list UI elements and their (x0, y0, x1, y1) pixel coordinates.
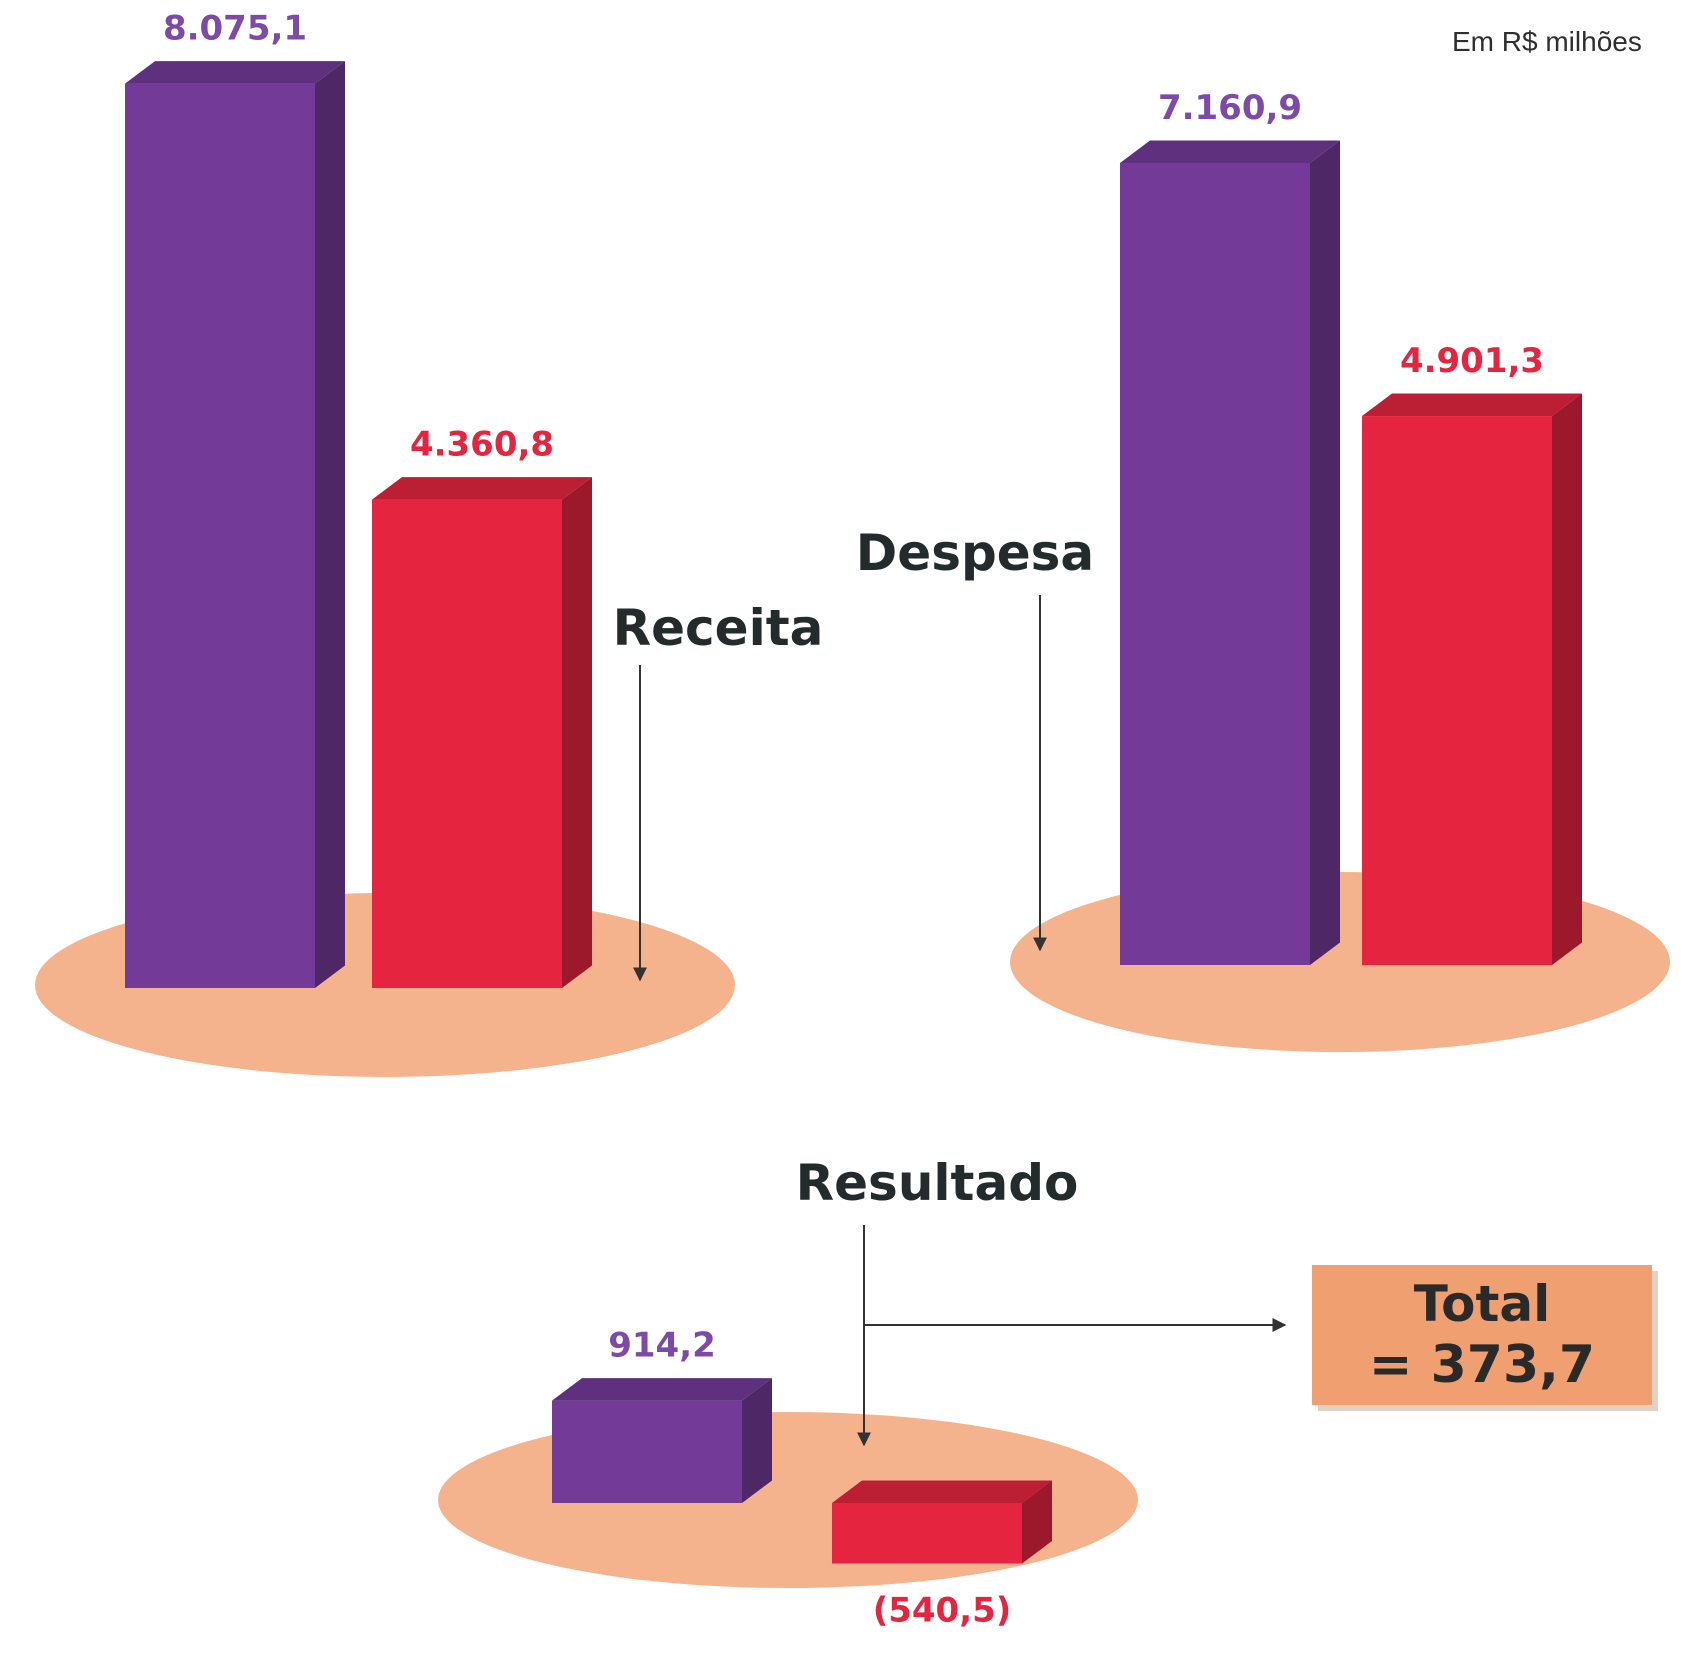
receita-bar-2-top-face (372, 477, 592, 500)
bars-layer: 8.075,1 4.360,8 7.160,9 4.901,3 914,2 (540,5) (125, 9, 1582, 1631)
total-value: = 373,7 (1368, 1335, 1596, 1395)
despesa-bar-2-value-label: 4.901,3 (1400, 341, 1544, 381)
despesa-bar-1 (1120, 162, 1310, 966)
resultado-bar-1-side-face (742, 1378, 772, 1503)
receita-bar-2-value-label: 4.360,8 (410, 425, 554, 465)
receita-bar-1-top-face (125, 61, 345, 84)
resultado-bar-2-value-label: (540,5) (873, 1591, 1012, 1631)
despesa-bar-1-top-face (1120, 140, 1340, 163)
resultado-bar-2-side-face (1022, 1480, 1052, 1564)
resultado-bar-1 (552, 1400, 742, 1503)
receita-title: Receita (613, 599, 824, 657)
resultado-bar-2 (832, 1503, 1022, 1564)
despesa-bar-1-value-label: 7.160,9 (1158, 88, 1302, 128)
despesa-title: Despesa (856, 524, 1094, 582)
total-label: Total (1413, 1275, 1551, 1333)
resultado-title: Resultado (796, 1154, 1079, 1212)
despesa-bar-2-side-face (1552, 393, 1582, 965)
receita-bar-1-side-face (315, 61, 345, 988)
despesa-bar-1-side-face (1310, 140, 1340, 966)
unit-note: Em R$ milhões (1452, 26, 1642, 57)
despesa-bar-2-top-face (1362, 393, 1582, 417)
total-box: Total = 373,7 (1312, 1265, 1652, 1405)
receita-bar-1 (125, 83, 315, 988)
receita-bar-2 (372, 499, 562, 988)
resultado-bar-2-top-face (832, 1480, 1052, 1503)
resultado-bar-1-value-label: 914,2 (608, 1326, 716, 1366)
despesa-bar-2 (1362, 416, 1552, 965)
receita-bar-1-value-label: 8.075,1 (163, 9, 307, 49)
receita-bar-2-side-face (562, 477, 592, 988)
resultado-bar-1-top-face (552, 1378, 772, 1401)
